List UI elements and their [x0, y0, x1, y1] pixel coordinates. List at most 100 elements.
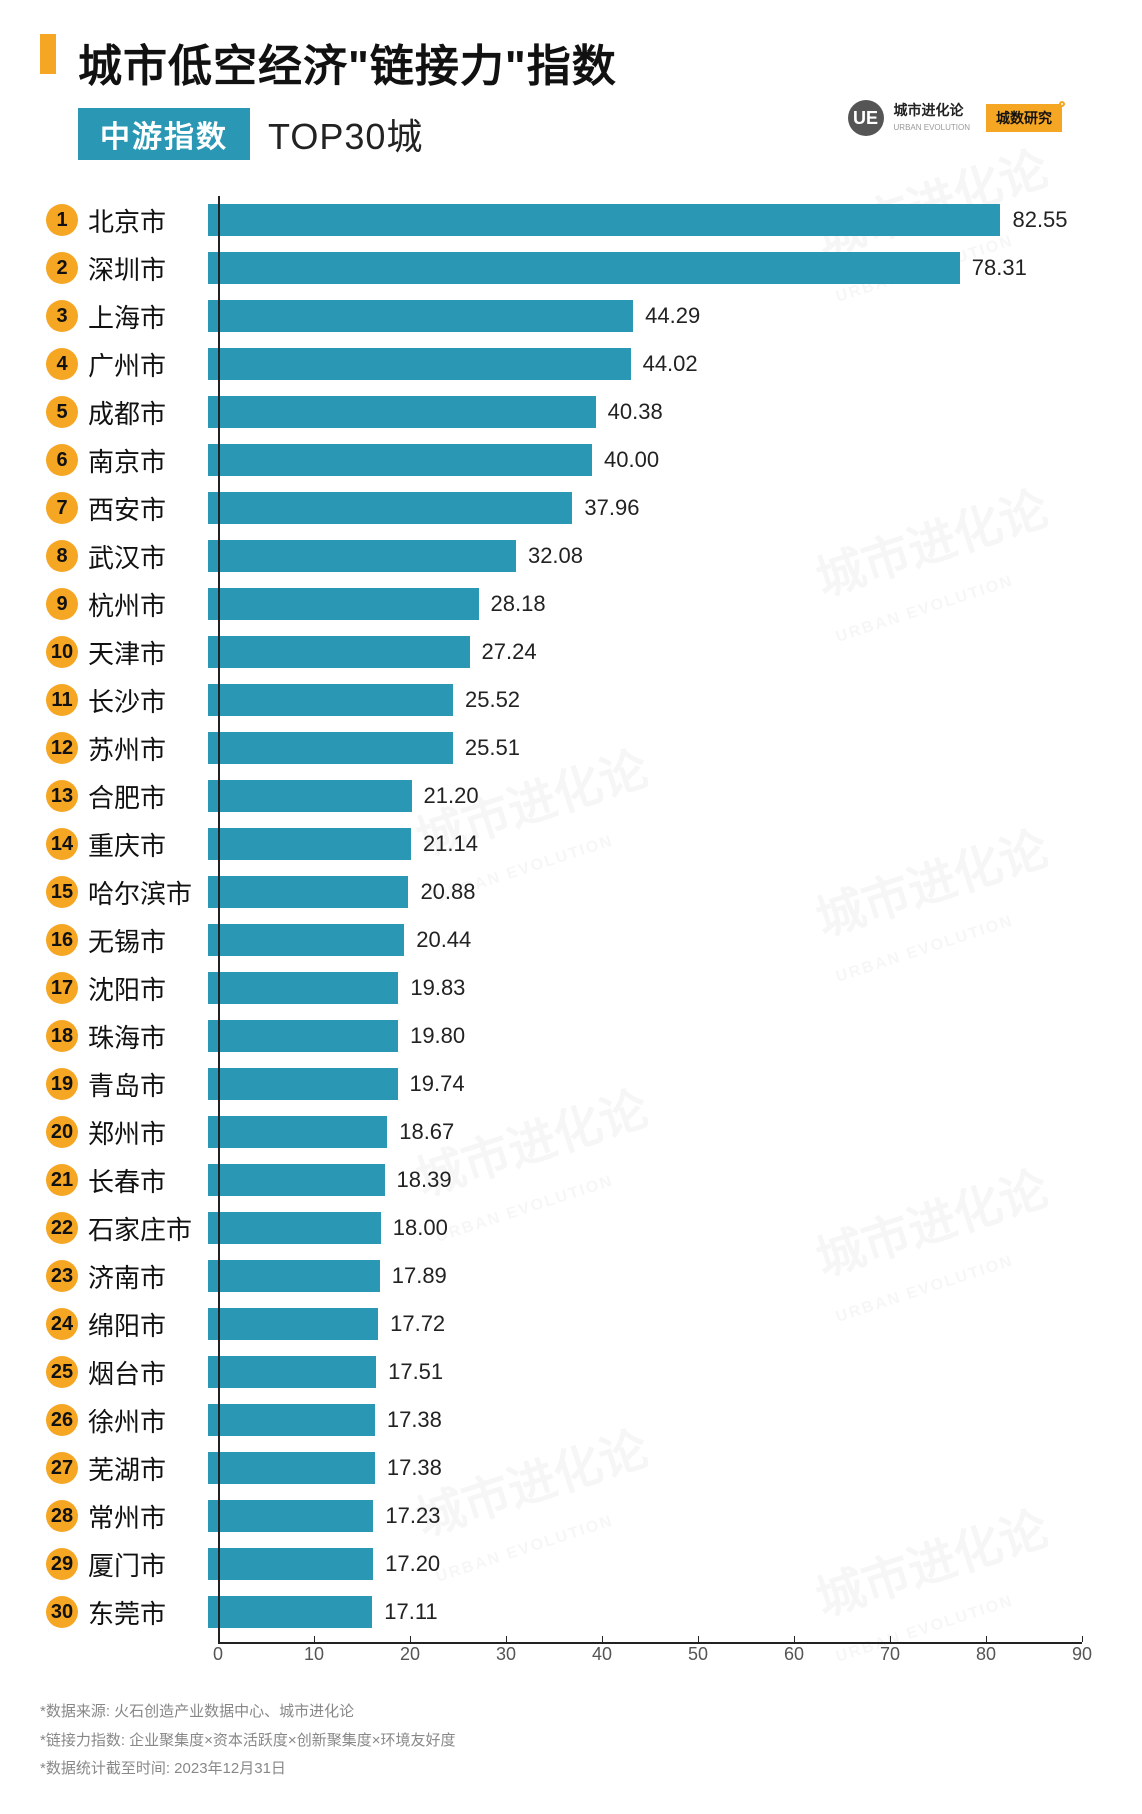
chart-row: 12苏州市25.51	[46, 724, 1102, 772]
bar	[208, 1308, 378, 1340]
bar-value: 40.00	[604, 447, 659, 473]
bar-value: 20.88	[420, 879, 475, 905]
rank-badge: 29	[46, 1548, 78, 1580]
bar-value: 17.11	[384, 1599, 437, 1625]
chart-row: 19青岛市19.74	[46, 1060, 1102, 1108]
bar-value: 17.72	[390, 1311, 445, 1337]
bar-zone: 20.88	[208, 868, 1102, 916]
bar-value: 82.55	[1012, 207, 1067, 233]
footnotes: *数据来源: 火石创造产业数据中心、城市进化论 *链接力指数: 企业聚集度×资本…	[40, 1698, 1102, 1784]
bar	[208, 252, 960, 284]
bar	[208, 1452, 375, 1484]
bar	[208, 972, 398, 1004]
city-label: 广州市	[78, 346, 208, 383]
rank-badge: 9	[46, 588, 78, 620]
bar-value: 78.31	[972, 255, 1027, 281]
bar-zone: 37.96	[208, 484, 1102, 532]
city-label: 成都市	[78, 394, 208, 431]
bar-zone: 17.11	[208, 1588, 1102, 1636]
city-label: 西安市	[78, 490, 208, 527]
x-tick: 40	[592, 1644, 612, 1665]
bar-zone: 17.20	[208, 1540, 1102, 1588]
chart-row: 9杭州市28.18	[46, 580, 1102, 628]
x-ticks: 0102030405060708090	[218, 1644, 1082, 1678]
bar-value: 40.38	[608, 399, 663, 425]
bar	[208, 492, 572, 524]
chart-row: 22石家庄市18.00	[46, 1204, 1102, 1252]
chart-row: 25烟台市17.51	[46, 1348, 1102, 1396]
bar	[208, 780, 412, 812]
bar-zone: 19.74	[208, 1060, 1102, 1108]
rank-badge: 14	[46, 828, 78, 860]
bar	[208, 300, 633, 332]
city-label: 石家庄市	[78, 1210, 208, 1247]
bar-zone: 17.72	[208, 1300, 1102, 1348]
ue-logo-icon: UE	[848, 100, 884, 136]
city-label: 芜湖市	[78, 1450, 208, 1487]
city-label: 天津市	[78, 634, 208, 671]
x-tick: 50	[688, 1644, 708, 1665]
rank-badge: 27	[46, 1452, 78, 1484]
y-axis	[218, 196, 220, 1644]
chart-row: 13合肥市21.20	[46, 772, 1102, 820]
bar-value: 25.51	[465, 735, 520, 761]
bar	[208, 444, 592, 476]
rank-badge: 19	[46, 1068, 78, 1100]
footnote-line: *数据来源: 火石创造产业数据中心、城市进化论	[40, 1698, 1102, 1727]
rank-badge: 16	[46, 924, 78, 956]
bar-value: 17.89	[392, 1263, 447, 1289]
bar	[208, 924, 404, 956]
bar-zone: 20.44	[208, 916, 1102, 964]
rank-badge: 2	[46, 252, 78, 284]
x-tick: 80	[976, 1644, 996, 1665]
bar-zone: 21.14	[208, 820, 1102, 868]
x-tick: 90	[1072, 1644, 1092, 1665]
bar	[208, 1164, 385, 1196]
bar	[208, 828, 411, 860]
bar-zone: 82.55	[208, 196, 1102, 244]
brand-cn: 城市进化论	[894, 102, 964, 118]
bar-value: 32.08	[528, 543, 583, 569]
x-tick: 0	[213, 1644, 223, 1665]
brand-tag-label: 城数研究	[996, 110, 1052, 126]
bar	[208, 1068, 398, 1100]
header: 城市低空经济"链接力"指数 中游指数 TOP30城 UE 城市进化论 URBAN…	[40, 30, 1102, 160]
city-label: 深圳市	[78, 250, 208, 287]
rank-badge: 12	[46, 732, 78, 764]
bar	[208, 684, 453, 716]
subtitle-text: TOP30城	[268, 108, 423, 160]
bar-zone: 19.83	[208, 964, 1102, 1012]
bar	[208, 1404, 375, 1436]
city-label: 哈尔滨市	[78, 874, 208, 911]
bar-value: 44.02	[643, 351, 698, 377]
chart-row: 6南京市40.00	[46, 436, 1102, 484]
rank-badge: 10	[46, 636, 78, 668]
brand-en: URBAN EVOLUTION	[894, 123, 970, 132]
bar	[208, 1212, 381, 1244]
city-label: 长春市	[78, 1162, 208, 1199]
bar-zone: 28.18	[208, 580, 1102, 628]
bar-value: 25.52	[465, 687, 520, 713]
bar	[208, 1116, 387, 1148]
bar-value: 19.74	[410, 1071, 465, 1097]
rank-badge: 28	[46, 1500, 78, 1532]
footnote-line: *数据统计截至时间: 2023年12月31日	[40, 1755, 1102, 1784]
x-tick: 70	[880, 1644, 900, 1665]
rank-badge: 30	[46, 1596, 78, 1628]
bar-zone: 17.51	[208, 1348, 1102, 1396]
rank-badge: 5	[46, 396, 78, 428]
brand-tag: 城数研究	[986, 104, 1062, 132]
city-label: 合肥市	[78, 778, 208, 815]
city-label: 济南市	[78, 1258, 208, 1295]
bar	[208, 204, 1000, 236]
bar	[208, 1548, 373, 1580]
x-tick: 10	[304, 1644, 324, 1665]
city-label: 北京市	[78, 202, 208, 239]
bar-zone: 40.00	[208, 436, 1102, 484]
chart-row: 27芜湖市17.38	[46, 1444, 1102, 1492]
rank-badge: 24	[46, 1308, 78, 1340]
bar-value: 19.80	[410, 1023, 465, 1049]
bar	[208, 1500, 373, 1532]
rank-badge: 13	[46, 780, 78, 812]
bar-zone: 78.31	[208, 244, 1102, 292]
